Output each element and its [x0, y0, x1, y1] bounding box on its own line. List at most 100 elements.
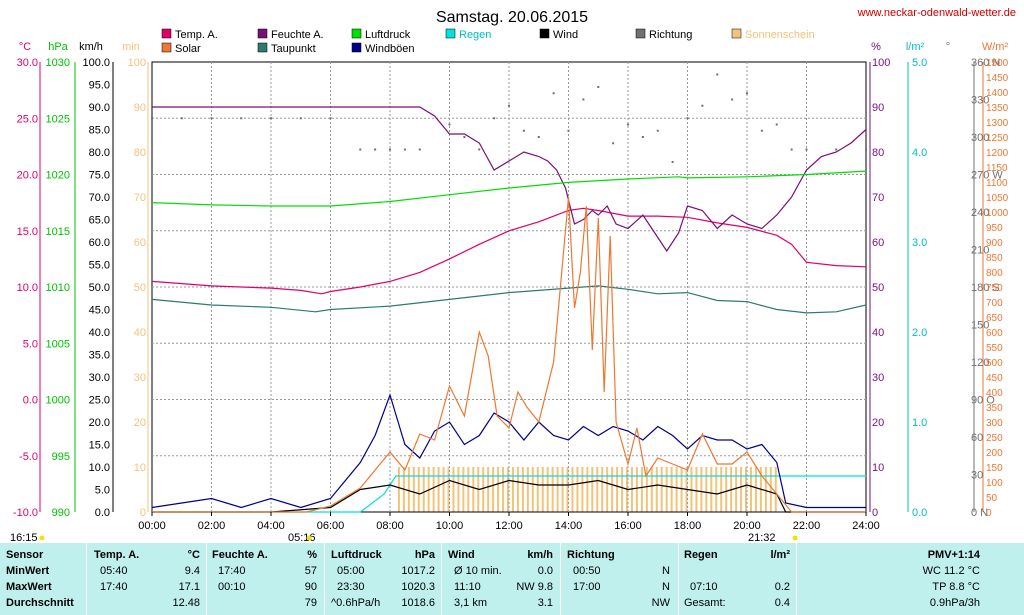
- direction-point: [701, 104, 704, 107]
- solar-line: [152, 196, 866, 513]
- sunshine-bar: [541, 467, 544, 512]
- min-direction-time: 00:50: [573, 565, 601, 577]
- direction-point: [775, 123, 778, 126]
- solar-tick-label: 1300: [986, 118, 1009, 129]
- direction-point: [746, 92, 748, 95]
- solar-tick-label: 1400: [986, 88, 1009, 99]
- solar-tick-label: 1250: [986, 133, 1009, 144]
- wind-unit: km/h: [79, 41, 103, 53]
- sunshine-bar: [432, 467, 435, 512]
- max-wind-time: 11:10: [454, 581, 481, 593]
- sunshine-bar: [764, 467, 767, 512]
- wind-tick-label: 35.0: [89, 350, 110, 362]
- column-separator: [324, 543, 325, 615]
- direction-point: [374, 148, 377, 151]
- wind-tick-label: 60.0: [89, 237, 110, 249]
- wind-tick-label: 5.0: [95, 485, 110, 497]
- pmv-pressure-trend: 0.9hPa/3h: [929, 597, 980, 609]
- rain-tick-label: 0.0: [912, 507, 927, 519]
- direction-point: [656, 129, 659, 132]
- x-tick-label: 04:00: [257, 520, 285, 532]
- wind-tick-label: 20.0: [89, 417, 110, 429]
- humidity-tick-label: 20: [872, 417, 884, 429]
- avg-temp-value: 12.48: [172, 597, 200, 609]
- sunshine-bar: [482, 467, 485, 512]
- temp-tick-label: 10.0: [17, 282, 38, 294]
- sunshine-bar: [571, 467, 574, 512]
- legend-swatch: [635, 28, 646, 39]
- sunshine-tick-label: 40: [134, 327, 146, 339]
- rain-tick-label: 1.0: [912, 417, 927, 429]
- wind-tick-label: 90.0: [89, 102, 110, 114]
- direction-tick-label: 300: [971, 132, 989, 144]
- sunshine-bar: [606, 467, 609, 512]
- solar-tick-label: 600: [986, 328, 1003, 339]
- rain-unit: l/m²: [906, 41, 925, 53]
- direction-point: [270, 117, 272, 120]
- sunshine-bar: [502, 467, 505, 512]
- humidity-tick-label: 100: [872, 57, 890, 69]
- header-pressure-unit: hPa: [414, 549, 435, 561]
- max-rain-value: 0.2: [774, 581, 790, 593]
- legend-label: Sonnenschein: [745, 29, 815, 41]
- total-rain-value: 0.4: [774, 597, 790, 609]
- direction-point: [671, 161, 674, 163]
- header-rain: Regen: [684, 549, 718, 561]
- sunshine-tick-label: 20: [134, 417, 146, 429]
- legend-label: Wind: [553, 29, 578, 41]
- sunshine-bar: [462, 467, 465, 512]
- legend-swatch: [539, 28, 550, 39]
- direction-point: [522, 129, 525, 132]
- direction-point: [180, 117, 183, 120]
- direction-tick-label: 360 N: [971, 57, 1000, 69]
- website-url[interactable]: www.neckar-odenwald-wetter.de: [857, 7, 1016, 19]
- column-separator: [441, 543, 442, 615]
- direction-point: [612, 142, 615, 145]
- sunshine-bar: [407, 467, 410, 512]
- wind-tick-label: 70.0: [89, 192, 110, 204]
- avg-humidity-value: 79: [304, 597, 317, 609]
- max-pressure-time: 23:30: [337, 581, 365, 593]
- direction-tick-label: 30: [971, 470, 983, 482]
- sunshine-bar: [680, 467, 683, 512]
- temp-tick-label: 0.0: [23, 395, 38, 407]
- direction-point: [582, 98, 585, 101]
- header-pmv: PMV+1:14: [927, 549, 980, 561]
- wind-tick-label: 10.0: [89, 462, 110, 474]
- sunshine-bar: [616, 467, 619, 512]
- column-separator: [678, 543, 679, 615]
- min-pressure-value: 1017.2: [401, 565, 435, 577]
- sunshine-bar: [655, 467, 658, 512]
- sunshine-tick-label: 10: [134, 462, 146, 474]
- direction-point: [359, 148, 362, 151]
- x-tick-label: 00:00: [138, 520, 166, 532]
- legend-swatch: [161, 42, 172, 53]
- min-wind-value: 0.0: [537, 565, 553, 577]
- sunshine-bar: [487, 467, 490, 512]
- sunshine-tick-label: 70: [134, 192, 146, 204]
- max-pressure-value: 1020.3: [401, 581, 435, 593]
- wind-tick-label: 100.0: [82, 57, 110, 69]
- min-pressure-time: 05:00: [337, 565, 365, 577]
- direction-tick-label: 240: [971, 207, 989, 219]
- solar-unit: W/m²: [982, 41, 1009, 53]
- pressure-unit: hPa: [48, 41, 68, 53]
- legend-label: Richtung: [649, 29, 692, 41]
- column-separator: [206, 543, 207, 615]
- axis-unit-labels: °C hPa km/h min % l/m² ° W/m²: [19, 41, 1009, 53]
- direction-tick-label: 330: [971, 95, 989, 107]
- total-rain-label: Gesamt:: [684, 597, 726, 609]
- sunshine-tick-label: 0: [140, 507, 146, 519]
- legend-swatch: [731, 28, 742, 39]
- wind-tick-label: 80.0: [89, 147, 110, 159]
- legend-swatch: [351, 28, 362, 39]
- wind-line: [152, 479, 866, 513]
- avg-direction-value: NW: [651, 597, 670, 609]
- direction-point: [299, 117, 302, 120]
- direction-point: [389, 148, 391, 151]
- humidity-tick-label: 50: [872, 282, 884, 294]
- direction-point: [597, 86, 600, 88]
- sunshine-bar: [695, 467, 698, 512]
- solar-tick-label: 950: [986, 223, 1003, 234]
- min-humidity-time: 17:40: [218, 565, 246, 577]
